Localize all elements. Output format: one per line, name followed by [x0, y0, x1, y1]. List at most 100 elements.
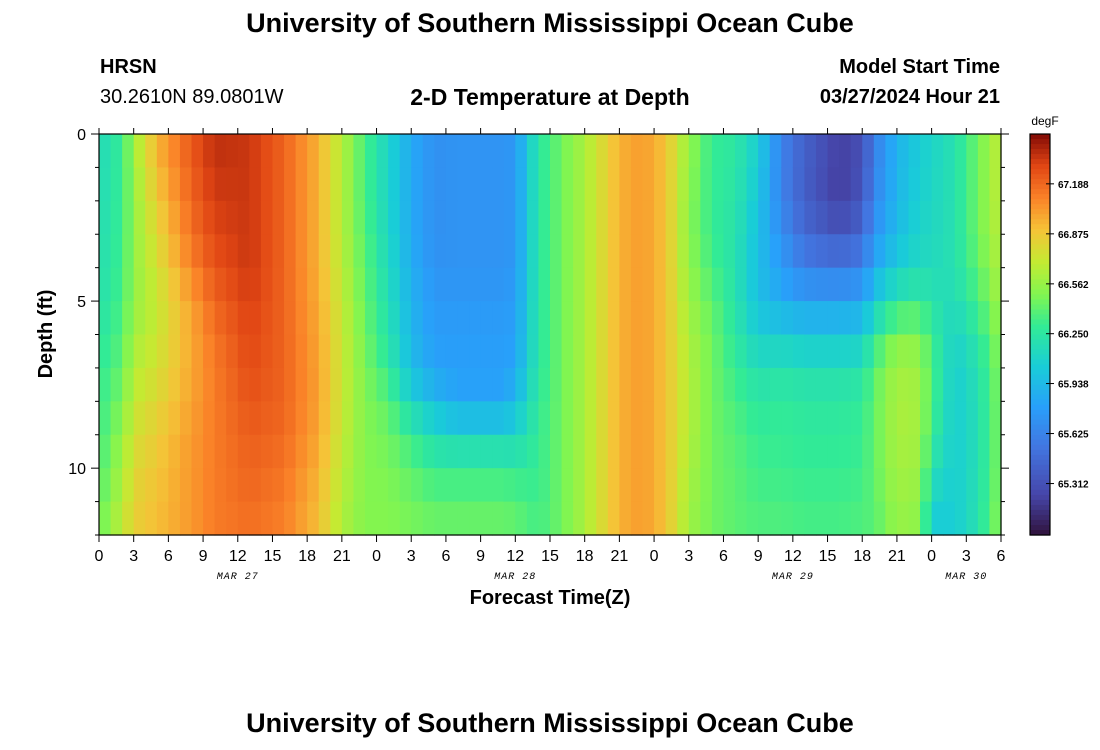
heatmap-cell [237, 468, 250, 503]
heatmap-cell [445, 234, 459, 269]
heatmap-cell [99, 367, 112, 402]
heatmap-cell [341, 134, 355, 169]
heatmap-cell [295, 267, 308, 302]
heatmap-cell [642, 434, 655, 469]
heatmap-cell [758, 301, 771, 336]
heatmap-cell [850, 167, 863, 202]
heatmap-cell [827, 267, 840, 302]
heatmap-cell [341, 501, 355, 536]
heatmap-cell [492, 167, 505, 202]
heatmap-cell [596, 468, 609, 503]
heatmap-cell [781, 501, 794, 536]
heatmap-cell [364, 267, 378, 302]
heatmap-cell [168, 200, 181, 235]
heatmap-cell [388, 434, 401, 469]
heatmap-cell [804, 468, 817, 503]
heatmap-cell [179, 267, 193, 302]
heatmap-cell [515, 501, 528, 536]
heatmap-cell [168, 501, 181, 536]
heatmap-cell [827, 334, 840, 369]
heatmap-cell [723, 334, 736, 369]
heatmap-cell [665, 468, 678, 503]
colorbar-swatch [1030, 329, 1050, 336]
heatmap-cell [179, 367, 193, 402]
heatmap-cell [561, 301, 574, 336]
colorbar-swatch [1030, 474, 1050, 481]
heatmap-cell [700, 334, 713, 369]
heatmap-cell [399, 367, 412, 402]
x-tick-label: 12 [506, 548, 524, 565]
heatmap-cell [330, 267, 343, 302]
heatmap-cell [977, 401, 991, 436]
x-tick-label: 0 [95, 548, 104, 565]
heatmap-cell [815, 267, 829, 302]
heatmap-cell [885, 434, 898, 469]
heatmap-cell [769, 134, 782, 169]
heatmap-cell [434, 134, 447, 169]
colorbar-swatch [1030, 149, 1050, 155]
heatmap-cell [272, 267, 285, 302]
heatmap-cell [237, 167, 250, 202]
heatmap-cell [145, 267, 158, 302]
heatmap-cell [480, 134, 493, 169]
heatmap-cell [133, 200, 146, 235]
heatmap-cell [445, 301, 459, 336]
heatmap-cell [376, 167, 389, 202]
heatmap-cell [191, 334, 204, 369]
heatmap-cell [469, 301, 482, 336]
heatmap-cell [272, 501, 285, 536]
heatmap-cell [260, 468, 274, 503]
heatmap-cell [260, 134, 274, 169]
heatmap-cell [896, 200, 910, 235]
heatmap-cell [203, 367, 216, 402]
heatmap-cell [469, 234, 482, 269]
heatmap-cell [850, 401, 863, 436]
heatmap-cell [723, 301, 736, 336]
heatmap-cell [399, 301, 412, 336]
heatmap-cell [862, 200, 875, 235]
heatmap-cell [920, 234, 933, 269]
heatmap-cell [179, 234, 193, 269]
colorbar-swatch [1030, 479, 1050, 486]
heatmap-cell [99, 234, 112, 269]
colorbar-tick-label: 65.938 [1058, 380, 1089, 391]
heatmap-cell [226, 301, 239, 336]
heatmap-cell [908, 234, 921, 269]
heatmap-cell [781, 301, 794, 336]
heatmap-cell [99, 334, 112, 369]
model-start-time: 03/27/2024 Hour 21 [819, 86, 1000, 108]
heatmap-cell [341, 267, 355, 302]
heatmap-cell [619, 301, 632, 336]
heatmap-cell [596, 334, 609, 369]
heatmap-cell [804, 401, 817, 436]
heatmap-cell [503, 468, 516, 503]
heatmap-cell [203, 501, 216, 536]
heatmap-cell [469, 200, 482, 235]
heatmap-cell [966, 200, 979, 235]
heatmap-cell [538, 501, 551, 536]
heatmap-cell [931, 334, 944, 369]
colorbar-unit: degF [1031, 114, 1058, 128]
heatmap-cell [677, 501, 690, 536]
heatmap-cell [122, 434, 135, 469]
heatmap-cell [584, 367, 597, 402]
heatmap-cell [492, 501, 505, 536]
heatmap-cell [954, 267, 967, 302]
heatmap-cell [260, 267, 274, 302]
heatmap-cell [920, 501, 933, 536]
heatmap-cell [469, 434, 482, 469]
heatmap-cell [538, 401, 551, 436]
heatmap-cell [191, 301, 204, 336]
heatmap-cell [214, 434, 227, 469]
heatmap-cell [607, 334, 620, 369]
heatmap-cell [619, 134, 632, 169]
heatmap-cell [561, 167, 574, 202]
heatmap-cell [873, 501, 886, 536]
heatmap-cell [550, 200, 563, 235]
heatmap-cell [873, 434, 886, 469]
heatmap-cell [711, 200, 725, 235]
heatmap-cell [237, 434, 250, 469]
heatmap-cell [330, 134, 343, 169]
heatmap-cell [226, 167, 239, 202]
